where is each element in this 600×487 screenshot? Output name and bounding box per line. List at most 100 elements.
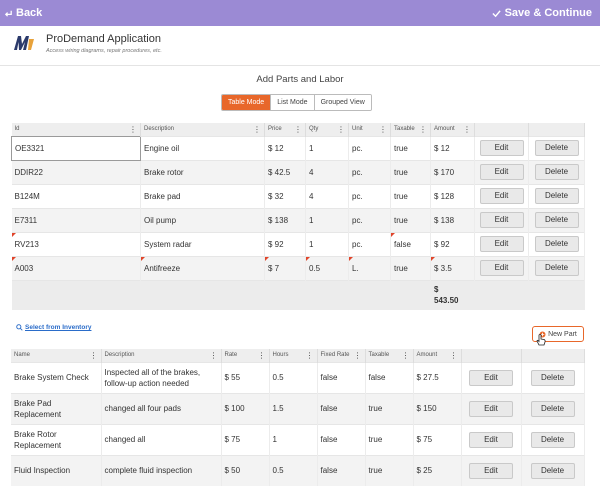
edit-button[interactable]: Edit	[479, 140, 524, 156]
edit-button[interactable]: Edit	[479, 236, 524, 252]
cell-hours[interactable]: 1	[269, 423, 318, 455]
cell-price[interactable]: $ 7	[264, 255, 306, 280]
column-header-hours[interactable]: Hours ⋮	[269, 349, 318, 362]
save-continue-button[interactable]: Save & Continue	[491, 7, 592, 19]
column-header-id[interactable]: Id ⋮	[11, 123, 141, 136]
cell-taxable[interactable]: true	[365, 392, 414, 424]
column-header-price[interactable]: Price ⋮	[264, 123, 306, 136]
cell-fixed-rate[interactable]: false	[317, 361, 366, 393]
column-header-taxable[interactable]: Taxable ⋮	[390, 123, 431, 136]
cell-qty[interactable]: 1	[305, 207, 349, 232]
cell-price[interactable]: $ 138	[264, 207, 306, 232]
cell-taxable[interactable]: false	[365, 361, 414, 393]
cell-rate[interactable]: $ 75	[221, 423, 270, 455]
cell-taxable[interactable]: true	[365, 423, 414, 455]
delete-button[interactable]: Delete	[530, 462, 575, 479]
cell-fixed-rate[interactable]: false	[317, 423, 366, 455]
cell-unit[interactable]: pc.	[348, 207, 391, 232]
cell-name[interactable]: Brake System Check	[11, 361, 102, 393]
delete-button[interactable]: Delete	[534, 188, 579, 204]
kebab-menu-icon[interactable]: ⋮	[463, 125, 471, 134]
kebab-menu-icon[interactable]: ⋮	[129, 125, 137, 134]
cell-description[interactable]: complete fluid inspection	[101, 454, 222, 486]
delete-button[interactable]: Delete	[534, 140, 579, 156]
cell-taxable[interactable]: true	[390, 255, 431, 280]
column-header-rate[interactable]: Rate ⋮	[221, 349, 270, 362]
cell-unit[interactable]: pc.	[348, 183, 391, 208]
kebab-menu-icon[interactable]: ⋮	[353, 351, 362, 360]
tab-grouped-view[interactable]: Grouped View	[313, 95, 371, 110]
cell-fixed-rate[interactable]: false	[317, 454, 366, 486]
kebab-menu-icon[interactable]: ⋮	[379, 125, 387, 134]
cell-taxable[interactable]: true	[390, 183, 431, 208]
cell-taxable[interactable]: true	[365, 454, 414, 486]
delete-button[interactable]: Delete	[534, 212, 579, 228]
cell-price[interactable]: $ 92	[264, 231, 306, 256]
cell-description[interactable]: Engine oil	[140, 135, 265, 160]
cell-id[interactable]: RV213	[11, 231, 141, 256]
cell-qty[interactable]: 1	[305, 231, 349, 256]
cell-description[interactable]: System radar	[140, 231, 265, 256]
kebab-menu-icon[interactable]: ⋮	[209, 351, 218, 360]
cell-name[interactable]: Brake Rotor Replacement	[11, 423, 102, 455]
delete-button[interactable]: Delete	[534, 236, 579, 252]
cell-qty[interactable]: 4	[305, 159, 349, 184]
cell-description[interactable]: changed all four pads	[101, 392, 222, 424]
cell-description[interactable]: Brake rotor	[140, 159, 265, 184]
delete-button[interactable]: Delete	[534, 260, 579, 276]
kebab-menu-icon[interactable]: ⋮	[401, 351, 410, 360]
edit-button[interactable]: Edit	[469, 400, 513, 417]
cell-unit[interactable]: pc.	[348, 135, 391, 160]
cell-qty[interactable]: 1	[305, 135, 349, 160]
kebab-menu-icon[interactable]: ⋮	[419, 125, 427, 134]
kebab-menu-icon[interactable]: ⋮	[337, 125, 345, 134]
column-header-description[interactable]: Description ⋮	[101, 349, 222, 362]
cell-name[interactable]: Brake Pad Replacement	[11, 392, 102, 424]
cell-description[interactable]: Inspected all of the brakes, follow-up a…	[101, 361, 222, 393]
column-header-description[interactable]: Description ⋮	[140, 123, 265, 136]
edit-button[interactable]: Edit	[469, 369, 513, 386]
cell-fixed-rate[interactable]: false	[317, 392, 366, 424]
cell-description[interactable]: Brake pad	[140, 183, 265, 208]
kebab-menu-icon[interactable]: ⋮	[294, 125, 302, 134]
cell-rate[interactable]: $ 100	[221, 392, 270, 424]
cell-id[interactable]: OE3321	[11, 135, 141, 161]
cell-taxable[interactable]: true	[390, 159, 431, 184]
cell-id[interactable]: DDIR22	[11, 159, 141, 184]
cell-unit[interactable]: L.	[348, 255, 391, 280]
cell-taxable[interactable]: false	[390, 231, 431, 256]
cell-id[interactable]: A003	[11, 255, 141, 280]
column-header-amount[interactable]: Amount ⋮	[413, 349, 462, 362]
column-header-qty[interactable]: Qty ⋮	[305, 123, 349, 136]
cell-taxable[interactable]: true	[390, 207, 431, 232]
kebab-menu-icon[interactable]: ⋮	[89, 351, 98, 360]
delete-button[interactable]: Delete	[530, 400, 575, 417]
delete-button[interactable]: Delete	[534, 164, 579, 180]
edit-button[interactable]: Edit	[479, 212, 524, 228]
tab-table-mode[interactable]: Table Mode	[222, 95, 271, 110]
edit-button[interactable]: Edit	[479, 164, 524, 180]
cell-description[interactable]: Antifreeze	[140, 255, 265, 280]
cell-unit[interactable]: pc.	[348, 231, 391, 256]
cell-rate[interactable]: $ 50	[221, 454, 270, 486]
column-header-name[interactable]: Name ⋮	[11, 349, 102, 362]
kebab-menu-icon[interactable]: ⋮	[257, 351, 266, 360]
cell-hours[interactable]: 1.5	[269, 392, 318, 424]
edit-button[interactable]: Edit	[479, 188, 524, 204]
cell-id[interactable]: E7311	[11, 207, 141, 232]
cell-hours[interactable]: 0.5	[269, 361, 318, 393]
column-header-taxable[interactable]: Taxable ⋮	[365, 349, 414, 362]
cell-rate[interactable]: $ 55	[221, 361, 270, 393]
cell-price[interactable]: $ 32	[264, 183, 306, 208]
cell-price[interactable]: $ 42.5	[264, 159, 306, 184]
back-button[interactable]: Back	[4, 7, 42, 19]
cell-description[interactable]: changed all	[101, 423, 222, 455]
edit-button[interactable]: Edit	[479, 260, 524, 276]
cell-description[interactable]: Oil pump	[140, 207, 265, 232]
tab-list-mode[interactable]: List Mode	[270, 95, 314, 110]
kebab-menu-icon[interactable]: ⋮	[305, 351, 314, 360]
cell-qty[interactable]: 0.5	[305, 255, 349, 280]
column-header-fixed-rate[interactable]: Fixed Rate ⋮	[317, 349, 366, 362]
cell-price[interactable]: $ 12	[264, 135, 306, 160]
edit-button[interactable]: Edit	[469, 431, 513, 448]
